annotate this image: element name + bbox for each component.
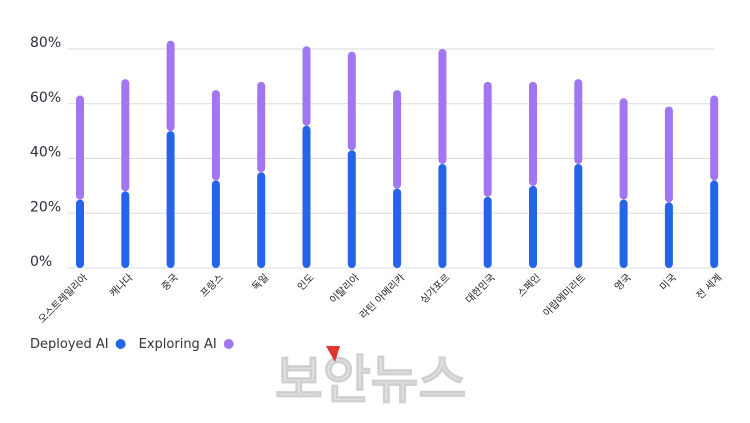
legend-label: Deployed AI	[30, 337, 109, 352]
legend-swatch	[115, 339, 126, 349]
bar-exploring	[619, 98, 628, 200]
bar-exploring	[121, 79, 130, 192]
bar-exploring	[302, 46, 311, 126]
x-tick-label: 프랑스	[198, 272, 226, 300]
bar-exploring	[710, 95, 719, 181]
bar-exploring	[438, 49, 447, 164]
gridlines	[68, 48, 714, 269]
x-tick-label: 싱가포르	[418, 272, 453, 307]
x-tick-label: 이탈리아	[327, 271, 362, 306]
x-tick-label: 스페인	[515, 272, 543, 300]
watermark: 보안뉴스	[275, 346, 467, 412]
x-tick-label: 독일	[250, 272, 272, 294]
bar-exploring	[483, 81, 492, 197]
bar-deployed	[121, 191, 130, 268]
bar-exploring	[211, 90, 220, 181]
bar-deployed	[483, 196, 492, 268]
bar-deployed	[664, 202, 673, 268]
x-tick-label: 미국	[658, 272, 680, 294]
x-tick-label: 인도	[295, 272, 317, 294]
y-axis-ticks: 0% 20% 40% 60% 80%	[30, 35, 61, 270]
bar-deployed	[393, 188, 402, 268]
bar-deployed	[619, 199, 628, 268]
bar-exploring	[529, 81, 537, 186]
y-tick-label: 0%	[30, 254, 52, 270]
x-tick-label: 오스트레일리아	[36, 272, 90, 326]
y-tick-label: 40%	[30, 145, 61, 161]
bar-deployed	[710, 180, 719, 268]
bar-exploring	[166, 40, 175, 132]
x-tick-label: 라틴 아메리카	[357, 272, 407, 322]
x-tick-label: 중국	[159, 272, 181, 294]
bars	[76, 40, 719, 269]
bar-deployed	[302, 125, 311, 269]
watermark-pin-icon	[326, 346, 340, 362]
y-tick-label: 60%	[30, 90, 61, 106]
bar-deployed	[257, 172, 266, 268]
bar-deployed	[211, 180, 220, 268]
x-tick-label: 대한민국	[463, 272, 498, 307]
bar-deployed	[76, 199, 84, 268]
bar-deployed	[347, 150, 356, 268]
legend: Deployed AI Exploring AI	[30, 337, 234, 352]
bar-deployed	[529, 185, 537, 268]
x-tick-label: 전 세계	[694, 272, 724, 302]
x-tick-label: 아랍에미리트	[540, 271, 588, 319]
bar-deployed	[574, 163, 583, 268]
bar-exploring	[76, 95, 84, 200]
y-tick-label: 20%	[30, 199, 61, 215]
bar-exploring	[574, 79, 583, 164]
bar-deployed	[166, 131, 175, 268]
x-tick-label: 캐나다	[107, 272, 135, 300]
watermark-text: 보안뉴스	[275, 351, 466, 411]
x-tick-label: 영국	[612, 272, 634, 294]
y-tick-label: 80%	[30, 35, 61, 51]
bar-exploring	[257, 81, 266, 173]
legend-label: Exploring AI	[139, 337, 217, 352]
bar-exploring	[664, 106, 673, 203]
bar-deployed	[438, 163, 447, 268]
bar-exploring	[347, 51, 356, 151]
legend-swatch	[223, 339, 234, 349]
bar-exploring	[393, 90, 402, 189]
